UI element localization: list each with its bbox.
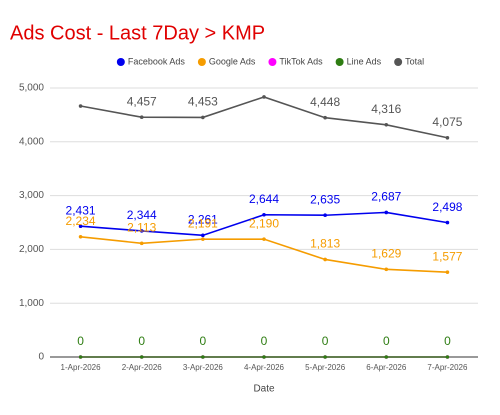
x-tick-label: 5-Apr-2026 [305,363,346,372]
legend-marker [116,58,125,66]
data-label: 2,498 [432,200,462,214]
data-point [323,355,327,359]
x-tick-label: 4-Apr-2026 [244,363,285,372]
data-label: 2,191 [188,216,218,230]
legend-label: TikTok Ads [279,56,323,66]
data-label: 2,687 [371,190,401,204]
data-point [201,237,205,241]
y-tick-label: 0 [38,352,44,363]
x-tick-label: 3-Apr-2026 [183,363,224,372]
data-point [384,210,389,215]
data-point [445,355,450,359]
data-point [384,122,389,127]
legend-marker [197,58,206,66]
data-point [78,224,83,229]
legend-marker [394,58,403,66]
chart-title: Ads Cost - Last 7Day > KMP [10,22,265,44]
data-label: 4,457 [127,94,157,108]
data-label: 2,234 [66,214,96,228]
data-point [78,235,83,239]
data-point [139,115,144,120]
data-point [445,220,450,225]
data-label: 0 [138,334,145,348]
legend-marker [268,58,277,66]
data-label: 4,453 [188,95,218,109]
data-label: 2,431 [66,203,96,217]
data-point [139,241,144,246]
data-point [323,115,327,120]
data-label: 1,629 [371,247,401,261]
data-label: 0 [383,334,390,348]
data-label: 1,577 [432,249,462,263]
x-tick-label: 6-Apr-2026 [366,363,407,372]
x-axis-label: Date [253,384,275,395]
data-label: 0 [77,334,84,348]
x-tick-label: 1-Apr-2026 [61,363,102,372]
data-point [323,213,327,218]
data-point [262,212,266,217]
data-point [78,104,83,108]
data-point [445,270,450,274]
data-point [139,355,144,359]
data-point [201,233,205,238]
x-tick-label: 7-Apr-2026 [427,363,468,372]
data-point [262,237,266,241]
y-tick-label: 5,000 [19,83,44,94]
data-label: 4,075 [432,115,462,129]
y-tick-label: 3,000 [19,190,44,201]
data-label: 2,190 [249,216,279,230]
data-label: 4,316 [371,102,401,116]
data-label: 0 [261,334,268,348]
legend-label: Facebook Ads [128,56,186,66]
data-point [139,229,144,233]
data-point [201,115,205,120]
data-point [384,355,389,359]
data-label: 0 [322,334,329,348]
legend-label: Total [405,56,424,66]
y-tick-label: 1,000 [19,298,44,309]
data-label: 0 [444,334,451,348]
data-point [262,355,266,359]
x-tick-label: 2-Apr-2026 [122,363,163,372]
data-label: 2,635 [310,192,340,206]
legend-label: Google Ads [209,56,256,66]
legend-label: Line Ads [347,56,382,66]
y-tick-label: 2,000 [19,244,44,255]
data-label: 1,813 [310,237,340,251]
data-label: 4,448 [310,95,340,109]
y-tick-label: 4,000 [19,136,44,147]
legend-marker [335,58,344,66]
data-point [201,355,205,359]
data-point [262,95,266,99]
data-label: 0 [200,334,207,348]
data-label: 2,644 [249,192,279,206]
data-point [323,257,327,262]
data-label: 2,344 [127,208,157,222]
data-point [78,355,83,359]
data-point [384,267,389,272]
data-label: 2,113 [127,220,156,234]
data-point [445,135,450,140]
data-label: 2,261 [188,213,218,227]
